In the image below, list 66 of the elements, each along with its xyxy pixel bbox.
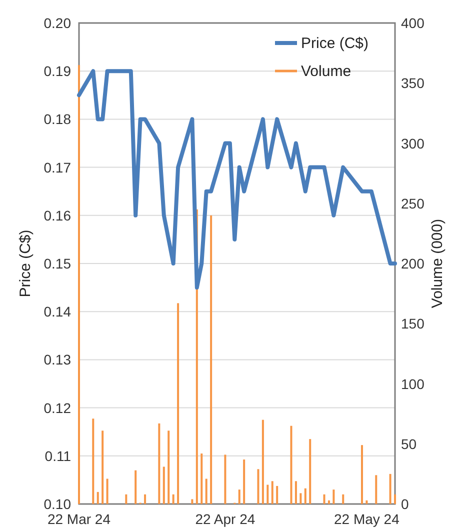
bar bbox=[177, 303, 180, 504]
y-tick-label: 0.10 bbox=[44, 496, 72, 512]
bar bbox=[96, 492, 99, 504]
y-tick-label: 0.11 bbox=[44, 448, 72, 464]
legend-label: Price (C$) bbox=[301, 35, 369, 52]
bar bbox=[78, 65, 80, 504]
bar bbox=[309, 439, 312, 504]
bar bbox=[262, 420, 264, 504]
bar bbox=[224, 454, 226, 504]
bar bbox=[210, 215, 212, 504]
y2-tick-label: 300 bbox=[401, 135, 425, 152]
y2-axis-title: Volume (000) bbox=[429, 218, 446, 308]
y-tick-label: 0.17 bbox=[44, 159, 72, 176]
bar bbox=[276, 486, 278, 504]
x-tick-label: 22 May 24 bbox=[334, 511, 400, 527]
y-tick-label: 0.18 bbox=[44, 111, 72, 128]
y2-tick-label: 50 bbox=[401, 436, 417, 452]
bar bbox=[323, 494, 326, 504]
bar bbox=[134, 470, 137, 504]
bar bbox=[266, 484, 269, 504]
bar bbox=[191, 499, 194, 504]
y2-tick-label: 400 bbox=[401, 15, 425, 31]
y-tick-label: 0.15 bbox=[44, 256, 72, 272]
bar bbox=[332, 490, 335, 504]
bar bbox=[300, 493, 302, 504]
bar bbox=[106, 478, 108, 504]
bar bbox=[238, 490, 240, 504]
bar bbox=[271, 481, 274, 504]
bar bbox=[205, 478, 208, 504]
bar bbox=[360, 445, 363, 504]
y-tick-label: 0.14 bbox=[44, 304, 72, 320]
legend-label: Volume bbox=[301, 63, 352, 80]
bar bbox=[394, 494, 396, 504]
bar bbox=[102, 430, 104, 504]
bar bbox=[257, 469, 260, 504]
y-tick-label: 0.19 bbox=[44, 63, 72, 80]
bar bbox=[294, 481, 297, 504]
bar bbox=[342, 494, 344, 504]
bar bbox=[92, 418, 94, 504]
bar bbox=[389, 474, 392, 504]
bar bbox=[158, 423, 160, 504]
bar bbox=[366, 500, 368, 504]
bar bbox=[144, 494, 146, 504]
bar bbox=[328, 500, 330, 504]
bar bbox=[162, 466, 165, 504]
y-tick-label: 0.16 bbox=[44, 207, 72, 224]
bar bbox=[200, 453, 203, 504]
y2-tick-label: 250 bbox=[401, 195, 425, 212]
x-tick-label: 22 Apr 24 bbox=[195, 511, 256, 527]
bar bbox=[304, 488, 306, 504]
bar bbox=[125, 494, 128, 504]
y2-tick-label: 100 bbox=[401, 376, 425, 392]
bar bbox=[375, 475, 378, 504]
x-tick-label: 22 Mar 24 bbox=[47, 511, 111, 527]
bar bbox=[172, 494, 174, 504]
bar bbox=[243, 460, 246, 504]
y-tick-label: 0.13 bbox=[44, 352, 72, 368]
y-axis-title: Price (C$) bbox=[17, 230, 34, 298]
y2-tick-label: 150 bbox=[401, 316, 425, 332]
y2-tick-label: 200 bbox=[401, 256, 425, 272]
bar bbox=[168, 430, 170, 504]
bar bbox=[290, 426, 292, 504]
y2-tick-label: 350 bbox=[401, 75, 425, 92]
y-tick-label: 0.20 bbox=[44, 15, 72, 31]
y-tick-label: 0.12 bbox=[44, 400, 72, 416]
y2-tick-label: 0 bbox=[401, 496, 409, 512]
